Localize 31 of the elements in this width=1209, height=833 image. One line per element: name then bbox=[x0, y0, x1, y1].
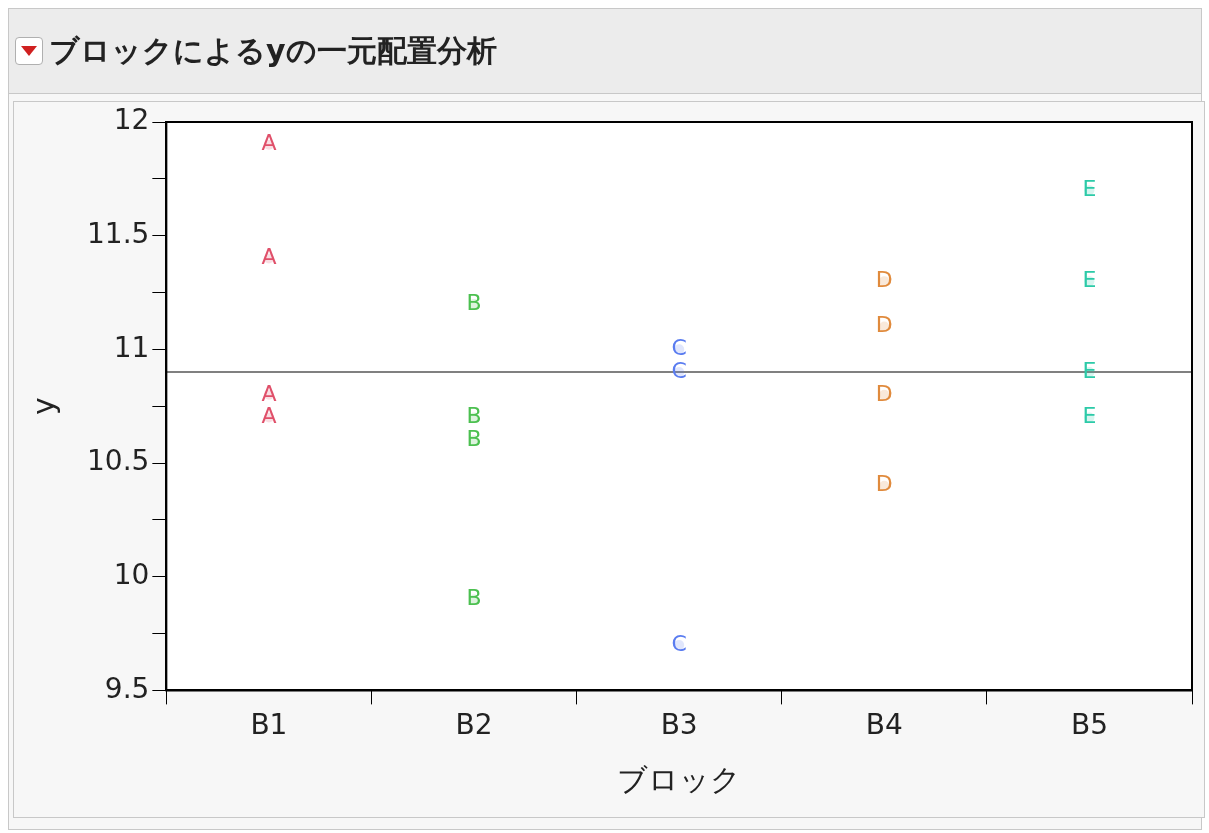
text: A bbox=[261, 130, 277, 156]
series-label: B bbox=[466, 289, 482, 315]
y-tick-label: 10.5 bbox=[87, 444, 150, 478]
x-tick-label: B3 bbox=[660, 708, 698, 742]
text: D bbox=[875, 380, 893, 406]
text: B bbox=[466, 426, 482, 452]
chart-title: ブロックによるyの一元配置分析 bbox=[49, 31, 497, 70]
text: D bbox=[875, 266, 893, 292]
y-tick-label: 9.5 bbox=[104, 671, 150, 705]
y-tick-label: 11.5 bbox=[87, 216, 150, 250]
x-axis-title: ブロック bbox=[617, 761, 742, 797]
y-tick-label: 11 bbox=[113, 330, 150, 364]
y-tick-label: 12 bbox=[113, 103, 150, 137]
series-label: E bbox=[1082, 175, 1097, 201]
series-label: D bbox=[875, 471, 893, 497]
y-axis-title: y bbox=[25, 397, 61, 416]
x-tick-label: B2 bbox=[455, 708, 493, 742]
text: C bbox=[671, 630, 687, 656]
text: E bbox=[1082, 266, 1097, 292]
x-tick-label: B5 bbox=[1070, 708, 1108, 742]
series-label: A bbox=[261, 403, 277, 429]
text: B bbox=[466, 585, 482, 611]
y-tick-label: 10 bbox=[113, 558, 150, 591]
x-tick-label: B1 bbox=[250, 708, 288, 742]
x-tick-label: B4 bbox=[865, 708, 903, 742]
text: A bbox=[261, 244, 277, 270]
text: B bbox=[466, 403, 482, 429]
text: A bbox=[261, 380, 277, 406]
text: D bbox=[875, 312, 893, 338]
text: E bbox=[1082, 403, 1097, 429]
series-label: C bbox=[671, 335, 687, 361]
